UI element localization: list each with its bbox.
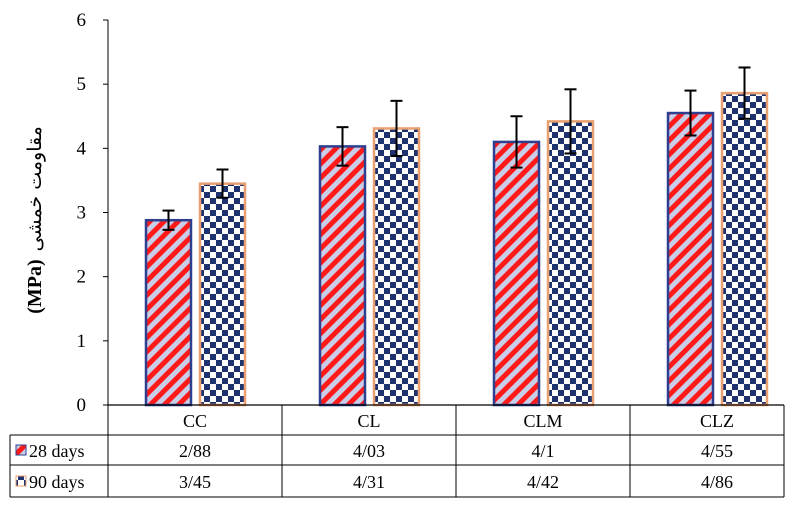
bar-28-days-CLM [492, 140, 541, 407]
y-tick-label: 1 [77, 331, 87, 352]
table-value: 4/1 [531, 441, 554, 461]
y-tick-label: 5 [77, 74, 87, 95]
bars-layer [144, 66, 769, 407]
bar-90-days-CLZ [720, 91, 769, 407]
y-tick-label: 3 [77, 203, 87, 224]
x-tick-label: CLZ [700, 411, 734, 431]
bar-28-days-CL [318, 145, 367, 407]
x-tick-label: CL [357, 411, 380, 431]
y-axis-label: (MPa) مقاومت خمشی [24, 126, 46, 314]
table-value: 2/88 [179, 441, 211, 461]
table-value: 4/55 [701, 441, 733, 461]
legend-swatch [15, 444, 27, 456]
data-table: CC CL CLM CLZ 28 days 2/88 4/03 4/1 4/55 90 days 3… [9, 404, 785, 498]
x-tick-label: CC [183, 411, 207, 431]
y-tick-label: 2 [77, 267, 87, 288]
table-value: 4/03 [353, 441, 385, 461]
legend-label: 90 days [29, 472, 85, 492]
table-value: 4/31 [353, 472, 385, 492]
axis-layer: 0 1 2 3 4 5 6 [77, 10, 109, 416]
y-axis-label-unit: (MPa) [24, 259, 46, 313]
legend-label: 28 days [29, 441, 85, 461]
bar-90-days-CLM [546, 120, 595, 407]
x-tick-label: CLM [523, 411, 562, 431]
table-value: 3/45 [179, 472, 211, 492]
table-value: 4/42 [527, 472, 559, 492]
svg-text:(MPa) مقاومت خمشی: (MPa) مقاومت خمشی [24, 126, 46, 314]
bar-28-days-CLZ [666, 111, 715, 407]
table-value: 4/86 [701, 472, 733, 492]
bar-90-days-CL [372, 127, 421, 407]
y-tick-label: 4 [77, 138, 87, 159]
bar-28-days-CC [144, 218, 193, 407]
legend-swatch [15, 475, 27, 487]
y-axis-label-text: مقاومت خمشی [24, 126, 46, 251]
bar-90-days-CC [198, 182, 247, 407]
y-tick-label: 0 [77, 395, 87, 416]
y-tick-label: 6 [77, 10, 87, 31]
